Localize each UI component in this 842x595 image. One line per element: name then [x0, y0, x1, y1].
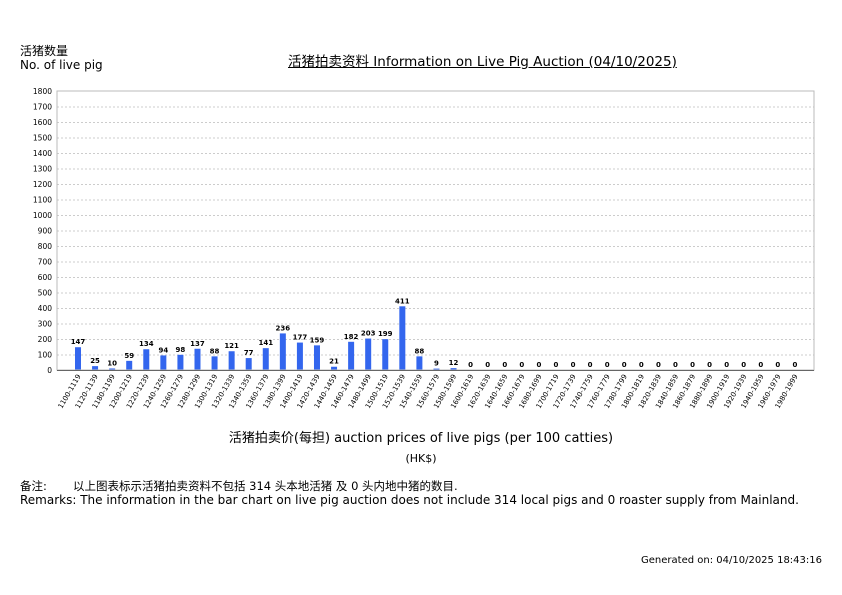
bar	[382, 339, 389, 370]
bar-value-label: 0	[690, 361, 695, 369]
y-tick-label: 0	[47, 366, 52, 375]
bar-value-label: 0	[707, 361, 712, 369]
bar-value-label: 59	[124, 352, 134, 360]
bar-value-label: 0	[502, 361, 507, 369]
bar	[143, 349, 150, 370]
bar-value-label: 98	[176, 346, 186, 354]
bar	[109, 368, 116, 370]
bar-value-label: 147	[71, 338, 86, 346]
bar-value-label: 203	[361, 330, 376, 338]
bar	[75, 347, 81, 370]
bar	[228, 351, 235, 370]
generated-timestamp: Generated on: 04/10/2025 18:43:16	[641, 555, 822, 566]
bar	[262, 348, 269, 370]
bar-value-label: 0	[793, 361, 798, 369]
bar	[416, 356, 423, 370]
gridlines	[57, 106, 814, 356]
bar-value-label: 182	[344, 333, 359, 341]
y-tick-label: 1600	[33, 118, 52, 127]
y-tick-label: 1100	[33, 196, 52, 205]
bar-value-label: 0	[673, 361, 678, 369]
y-tick-label: 200	[38, 335, 53, 344]
x-axis-title: 活猪拍卖价(每担) auction prices of live pigs (p…	[228, 431, 614, 446]
bar-value-label: 9	[434, 360, 439, 368]
y-tick-label: 1500	[33, 134, 52, 143]
y-tick-label: 700	[38, 258, 53, 267]
y-tick-label: 300	[38, 320, 53, 329]
bar	[245, 358, 252, 370]
bar-value-label: 0	[741, 361, 746, 369]
bar-value-label: 137	[190, 340, 205, 348]
bar-value-label: 0	[622, 361, 627, 369]
bar-value-label: 0	[639, 361, 644, 369]
bar-value-label: 0	[536, 361, 541, 369]
bar-value-label: 0	[468, 361, 473, 369]
bar-value-label: 199	[378, 330, 393, 338]
bar	[365, 338, 372, 370]
remarks-label-chinese: 备注:	[20, 479, 47, 493]
y-tick-label: 600	[38, 273, 53, 282]
bar-value-label: 21	[329, 358, 339, 366]
bar-value-label: 0	[724, 361, 729, 369]
bar	[313, 345, 320, 370]
bar-value-label: 0	[588, 361, 593, 369]
bar	[450, 368, 457, 370]
bar-value-label: 0	[485, 361, 490, 369]
bar-value-label: 94	[158, 346, 168, 354]
bar-value-label: 236	[276, 324, 291, 332]
y-tick-label: 1200	[33, 180, 52, 189]
bar-value-label: 25	[90, 357, 100, 365]
bar	[92, 366, 99, 370]
y-tick-label: 1400	[33, 149, 52, 158]
bar	[433, 368, 440, 370]
bar-value-label: 121	[224, 342, 239, 350]
bar-value-label: 411	[395, 297, 410, 305]
bar	[177, 354, 184, 370]
chart-title: 活猪拍卖资料 Information on Live Pig Auction (…	[288, 54, 677, 70]
bar-value-label: 12	[449, 359, 459, 367]
bar-value-label: 159	[310, 336, 325, 344]
bar-value-label: 0	[656, 361, 661, 369]
bar-value-label: 134	[139, 340, 154, 348]
bar	[348, 341, 355, 370]
remarks-text-english: Remarks: The information in the bar char…	[20, 493, 799, 507]
bar	[279, 333, 286, 370]
bar-value-label: 0	[775, 361, 780, 369]
bar	[296, 342, 303, 370]
bar	[399, 306, 406, 370]
x-axis-unit: (HK$)	[405, 452, 437, 465]
bar	[126, 360, 133, 370]
bar	[331, 366, 338, 370]
bar-value-label: 0	[571, 361, 576, 369]
y-axis-title-english: No. of live pig	[20, 58, 103, 72]
axes: 0100200300400500600700800900100011001200…	[33, 87, 815, 410]
y-tick-label: 1700	[33, 103, 52, 112]
y-tick-label: 400	[38, 304, 53, 313]
bar-value-label: 0	[758, 361, 763, 369]
bar	[194, 348, 201, 370]
bars	[75, 306, 457, 370]
bar-value-label: 10	[107, 359, 117, 367]
y-axis-title-chinese: 活猪数量	[20, 44, 69, 58]
bar-value-label: 0	[554, 361, 559, 369]
y-tick-label: 100	[38, 351, 53, 360]
bar-value-label: 0	[519, 361, 524, 369]
y-tick-label: 500	[38, 289, 53, 298]
bar-value-label: 0	[605, 361, 610, 369]
y-tick-label: 1300	[33, 165, 52, 174]
bar-value-label: 88	[415, 347, 425, 355]
y-tick-label: 1800	[33, 87, 52, 96]
bar-value-label: 88	[210, 347, 220, 355]
y-tick-label: 900	[38, 227, 53, 236]
remarks-text-chinese: 以上图表标示活猪拍卖资料不包括 314 头本地活猪 及 0 头内地中猪的数目.	[73, 479, 458, 493]
bar	[160, 355, 167, 370]
bar	[211, 356, 218, 370]
y-tick-label: 800	[38, 242, 53, 251]
bar-value-label: 141	[258, 339, 273, 347]
y-tick-label: 1000	[33, 211, 52, 220]
bar-value-label: 177	[293, 334, 308, 342]
bar-value-label: 77	[244, 349, 254, 357]
